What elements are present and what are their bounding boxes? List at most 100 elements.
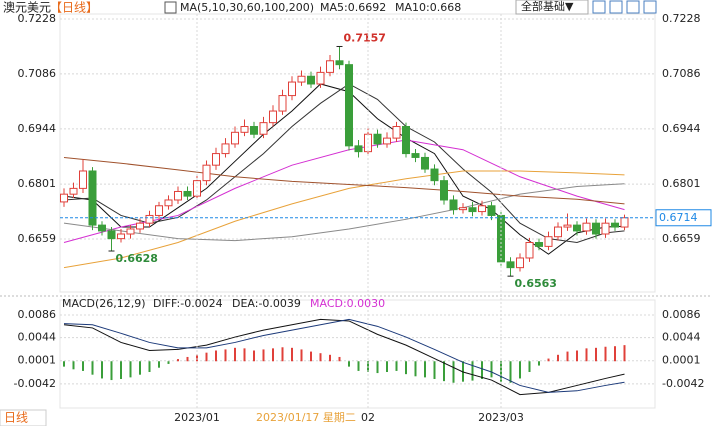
- macd-bar: [338, 356, 341, 362]
- macd-bar: [281, 347, 284, 362]
- candle-body: [145, 214, 154, 224]
- y-tick-label: 0.7086: [18, 67, 57, 80]
- candle-body: [126, 228, 135, 235]
- candle-body: [231, 131, 239, 145]
- macd-bar: [120, 361, 122, 379]
- y-tick-label: 0.6801: [18, 177, 57, 190]
- macd-bar: [253, 350, 255, 362]
- candle-body: [582, 222, 591, 232]
- candle-body: [592, 222, 600, 235]
- candle-body: [316, 71, 325, 85]
- candle-body: [468, 207, 477, 213]
- dea-legend: DEA:-0.0039: [232, 297, 301, 310]
- ma-line: [63, 156, 625, 205]
- candle-body: [516, 257, 524, 269]
- candle-body: [69, 187, 78, 195]
- candle-body: [411, 153, 420, 158]
- macd-bar: [557, 354, 559, 362]
- y-tick-label-right: 0.6659: [662, 232, 701, 245]
- candle-body: [98, 224, 106, 232]
- ma-line: [63, 183, 625, 242]
- macd-bar: [433, 361, 436, 379]
- macd-bar: [566, 351, 569, 362]
- macd-bar: [490, 361, 493, 378]
- macd-bar: [158, 361, 160, 368]
- candle-body: [174, 190, 182, 201]
- macd-bar: [414, 361, 417, 377]
- macd-bar: [595, 347, 597, 362]
- crosshair-box: [252, 410, 356, 426]
- macd-bar: [186, 356, 189, 362]
- tool-zoom-in[interactable]: [592, 0, 606, 14]
- candle-body: [278, 95, 287, 112]
- candle-body: [107, 230, 116, 240]
- candle-body: [259, 122, 268, 135]
- macd-legend: MACD:0.0030: [310, 297, 385, 310]
- crosshair-date: 2023/01/17 星期二: [256, 411, 356, 424]
- last-price-label: 0.6714: [659, 211, 698, 224]
- candle-body: [544, 236, 553, 247]
- candle-body: [402, 126, 410, 155]
- indicator-label: MA(5,10,30,60,100,200): [180, 1, 314, 14]
- ma5-legend: MA5:0.6692: [320, 1, 386, 14]
- macd-bar: [82, 361, 84, 371]
- candle-body: [202, 164, 211, 182]
- macd-bar: [139, 361, 141, 375]
- last-price-box: [655, 209, 712, 227]
- x-tick-label: 2023/01: [174, 411, 220, 424]
- period-tab[interactable]: [0, 409, 47, 426]
- tool-fullscreen[interactable]: [643, 0, 657, 14]
- plot-layer: 0.6659 0.6659 0.6801 0.6801 0.6944 0.6944 0.70…: [14, 12, 712, 424]
- macd-bar: [604, 346, 607, 362]
- toolbar: [592, 0, 657, 14]
- menu-button[interactable]: [515, 0, 589, 15]
- candle-body: [164, 199, 173, 207]
- x-tick-label: 2023/03: [478, 411, 524, 424]
- indicator-icon[interactable]: [164, 1, 177, 14]
- candle-body: [478, 205, 486, 213]
- macd-bar: [509, 361, 512, 383]
- y-tick-label-right: 0.7228: [662, 12, 701, 25]
- macd-bar: [291, 347, 293, 362]
- macd-bar: [348, 361, 350, 367]
- candle-body: [307, 75, 315, 85]
- tool-zoom-out[interactable]: [609, 0, 623, 14]
- y-tick-label: 0.6944: [18, 122, 57, 135]
- tool-expand[interactable]: [626, 0, 640, 14]
- candle-body: [611, 222, 619, 228]
- macd-bar: [376, 361, 379, 374]
- macd-panel: [59, 299, 656, 409]
- candle-body: [392, 126, 401, 139]
- macd-bar: [262, 349, 265, 362]
- candle-body: [345, 64, 353, 147]
- period: 【日线】: [50, 1, 98, 15]
- candle-body: [88, 170, 97, 226]
- macd-bar: [395, 361, 398, 371]
- macd-bar: [319, 353, 322, 362]
- macd-bar: [424, 361, 426, 378]
- ma-line: [63, 170, 625, 269]
- macd-bar: [129, 361, 132, 378]
- candle-body: [60, 193, 68, 203]
- candle-body: [601, 222, 610, 235]
- annotation-label: 0.7157: [344, 31, 386, 44]
- candle-body: [563, 224, 572, 228]
- y-tick-label-right: -0.0042: [662, 377, 704, 390]
- macd-bar: [310, 351, 312, 362]
- macd-bar: [452, 361, 455, 383]
- symbol: 澳元美元: [3, 1, 51, 15]
- ma-line: [63, 318, 625, 396]
- candle-body: [79, 170, 87, 189]
- candle-body: [193, 180, 201, 197]
- macd-bar: [101, 361, 103, 379]
- y-tick-label-right: 0.6944: [662, 122, 701, 135]
- macd-bar: [300, 349, 303, 362]
- candle-body: [136, 222, 144, 230]
- macd-bar: [205, 352, 208, 362]
- y-tick-label: 0.7228: [18, 12, 57, 25]
- macd-bar: [272, 348, 274, 362]
- price-panel: [59, 13, 656, 293]
- macd-title: MACD(26,12,9): [62, 297, 146, 310]
- y-tick-label: 0.0086: [18, 308, 57, 321]
